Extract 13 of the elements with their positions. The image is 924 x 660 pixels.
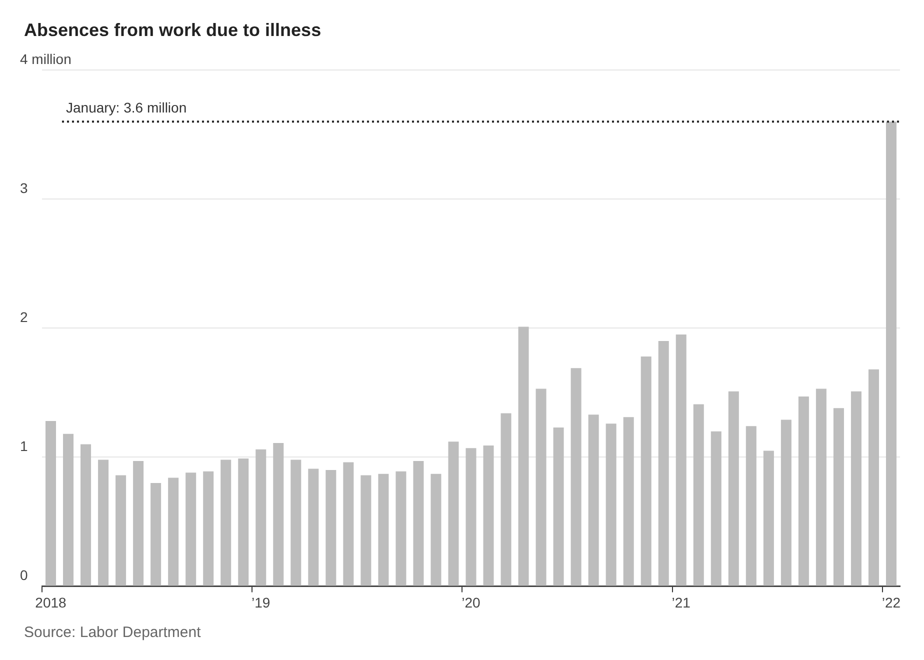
x-tick-label: ’19	[252, 594, 270, 610]
source-note: Source: Labor Department	[24, 624, 201, 641]
x-tick-label: ’20	[462, 594, 481, 610]
y-tick-label: 4 million	[20, 50, 72, 67]
chart-title: Absences from work due to illness	[24, 20, 322, 41]
y-tick-label: 1	[20, 438, 28, 454]
x-tick-label: ’21	[672, 594, 691, 610]
ref-line-label: January: 3.6 million	[66, 99, 187, 116]
x-tick-label: ’22	[882, 594, 901, 610]
y-tick-label: 2	[20, 308, 28, 325]
y-tick-label: 0	[20, 567, 28, 584]
y-tick-label: 3	[20, 180, 28, 196]
x-tick-label: 2018	[35, 594, 67, 610]
